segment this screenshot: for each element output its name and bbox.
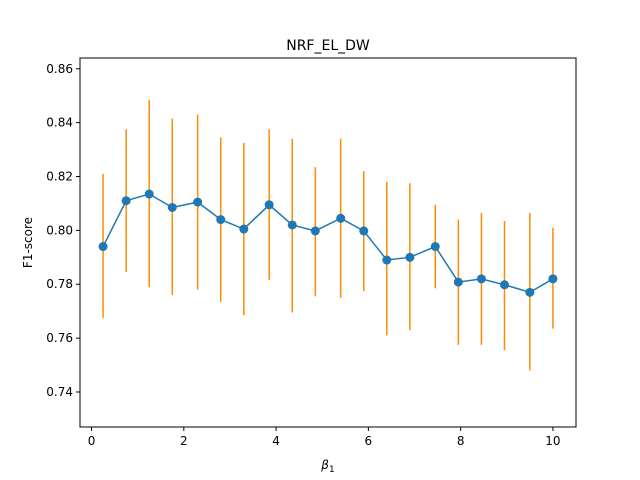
data-point [430, 242, 440, 252]
y-axis-label: F1-score [21, 217, 35, 268]
data-point [382, 255, 392, 265]
x-tick-label: 2 [180, 434, 188, 448]
data-point [359, 226, 369, 236]
data-point [167, 202, 177, 212]
data-point [499, 280, 509, 290]
data-point [336, 213, 346, 223]
x-tick-label: 4 [272, 434, 280, 448]
y-tick-label: 0.74 [46, 385, 73, 399]
data-point [453, 277, 463, 287]
data-point [310, 226, 320, 236]
axes-group: 0 2 4 6 8 10 0.74 0.76 0.78 0.80 0.82 0.84 0.86 [46, 57, 577, 448]
x-tick-label: 0 [88, 434, 96, 448]
x-axis-label-subscript: 1 [329, 465, 335, 475]
data-point [525, 287, 535, 297]
data-point [264, 200, 274, 210]
series-group [98, 189, 558, 297]
y-tick-label: 0.80 [46, 223, 73, 237]
data-point [476, 274, 486, 284]
data-point [121, 196, 131, 206]
data-point [548, 274, 558, 284]
x-tick-label: 8 [457, 434, 465, 448]
y-tick-label: 0.82 [46, 170, 73, 184]
y-tick-label: 0.76 [46, 331, 73, 345]
errorbars-group [102, 99, 554, 371]
data-point [193, 197, 203, 207]
x-tick-label: 10 [545, 434, 560, 448]
data-point [405, 252, 415, 262]
data-point [287, 220, 297, 230]
data-point [98, 242, 108, 252]
plot-frame [79, 57, 577, 428]
x-tick-label: 6 [365, 434, 373, 448]
data-point [239, 224, 249, 234]
chart-title: NRF_EL_DW [286, 38, 370, 54]
data-point [216, 215, 226, 225]
y-tick-label: 0.78 [46, 277, 73, 291]
x-axis-label-base: β [320, 458, 329, 472]
y-tick-label: 0.84 [46, 116, 73, 130]
data-point [144, 189, 154, 199]
x-axis-label: β1 [320, 458, 334, 475]
y-tick-label: 0.86 [46, 62, 73, 76]
